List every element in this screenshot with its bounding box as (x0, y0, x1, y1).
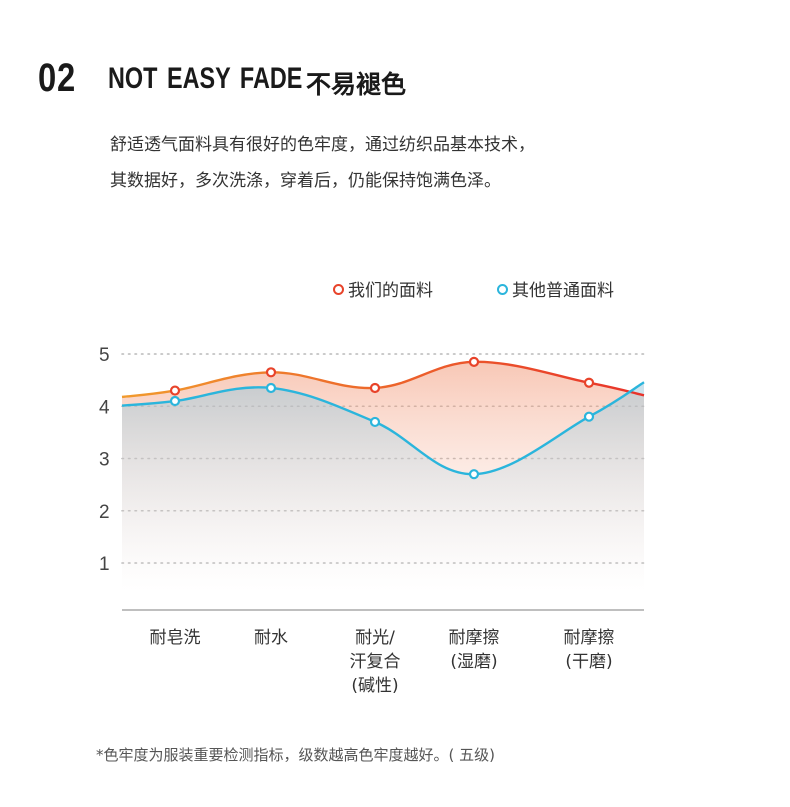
x-tick-label: 耐摩擦 (湿磨) (414, 626, 534, 674)
x-tick-label-line: 汗复合 (349, 652, 401, 672)
series-others-point (583, 411, 595, 422)
legend-ours-label: 我们的面料 (348, 281, 433, 301)
x-tick-label-line: (干磨) (565, 652, 613, 672)
x-tick-label: 耐皂洗 (115, 626, 235, 650)
section-heading: NOT EASY FADE 不易褪色 (108, 62, 406, 99)
footnote: *色牢度为服装重要检测指标，级数越高色牢度越好。( 五级) (96, 746, 495, 764)
x-tick-label-line: 耐摩擦 (448, 628, 500, 648)
series-others-point (265, 382, 277, 394)
series-ours-point (265, 367, 277, 378)
series-others-point (468, 469, 480, 480)
y-tick-layer: 1 2 3 4 5 (99, 345, 110, 575)
series-ours-point (369, 382, 381, 394)
x-tick-label: 耐光/汗复合 (碱性) (315, 626, 435, 698)
y-tick-label: 4 (99, 397, 110, 418)
x-tick-label: 耐水 (211, 626, 331, 650)
series-ours-point (169, 385, 181, 396)
x-tick-label-line: 耐光/ (355, 628, 395, 648)
series-others-point (369, 416, 381, 428)
series-ours-point (583, 377, 595, 388)
y-tick-label: 5 (99, 345, 110, 366)
legend-others-label: 其他普通面料 (512, 281, 614, 301)
y-tick-label: 3 (99, 450, 110, 471)
x-tick-label-line: 耐水 (254, 628, 288, 648)
title-cn: 不易褪色 (306, 70, 407, 99)
x-tick-label-line: (碱性) (351, 676, 399, 696)
y-tick-label: 1 (99, 554, 110, 575)
x-tick-label-line: (湿磨) (450, 652, 498, 672)
y-tick-label: 2 (99, 502, 110, 523)
series-others-point (169, 395, 181, 407)
x-tick-label-line: 耐皂洗 (149, 628, 201, 648)
section-number: 02 (38, 56, 77, 100)
legend-ours-marker (333, 283, 344, 295)
legend-ours: 我们的面料 (333, 276, 433, 301)
x-tick-label-line: 耐摩擦 (563, 628, 615, 648)
description-line-2: 其数据好，多次洗涤，穿着后，仍能保持饱满色泽。 (110, 171, 501, 191)
description-line-1: 舒适透气面料具有很好的色牢度，通过纺织品基本技术， (110, 135, 535, 155)
title-en: NOT EASY FADE (108, 62, 303, 95)
point-layer (169, 356, 595, 480)
area-layer (122, 361, 644, 590)
legend-others: 其他普通面料 (497, 276, 614, 301)
x-tick-label: 耐摩擦 (干磨) (529, 626, 649, 674)
series-ours-point (468, 356, 480, 367)
legend-others-marker (497, 283, 508, 295)
series-others-area (122, 382, 644, 590)
